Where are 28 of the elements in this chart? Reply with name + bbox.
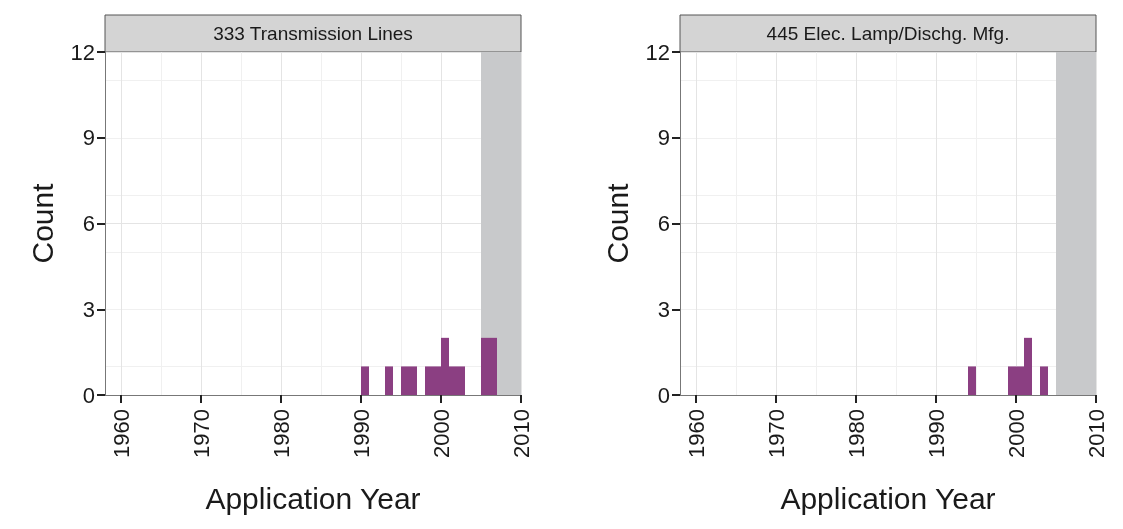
x-tick-label: 1980: [268, 409, 294, 458]
y-tick-label: 9: [657, 125, 670, 151]
x-tick-label: 1980: [843, 409, 869, 458]
x-tick-label: 1970: [763, 409, 789, 458]
chart-title: 445 Elec. Lamp/Dischg. Mfg.: [766, 23, 1010, 44]
x-axis-title: Application Year: [780, 481, 996, 515]
x-tick-label: 1990: [923, 409, 949, 458]
y-tick-label: 12: [70, 39, 95, 65]
x-tick-label: 1990: [348, 409, 374, 458]
y-tick-label: 6: [657, 211, 670, 236]
x-tick-label: 2010: [508, 409, 534, 458]
y-axis-title: Count: [600, 182, 634, 264]
y-tick-label: 3: [657, 296, 670, 322]
y-tick-label: 12: [645, 39, 670, 65]
y-tick-label: 9: [82, 125, 95, 151]
y-tick-label: 6: [82, 211, 95, 236]
x-tick-label: 2000: [1003, 409, 1029, 458]
y-tick-label: 3: [82, 296, 95, 322]
y-tick-label: 0: [82, 382, 95, 408]
y-axis-title: Count: [25, 182, 59, 264]
x-axis-title: Application Year: [205, 481, 421, 515]
y-tick-label: 0: [657, 382, 670, 408]
x-tick-label: 1970: [188, 409, 214, 458]
x-tick-label: 1960: [683, 409, 709, 458]
x-tick-label: 1960: [108, 409, 134, 458]
chart-title: 333 Transmission Lines: [213, 23, 413, 44]
x-tick-label: 2000: [428, 409, 454, 458]
x-tick-label: 2010: [1083, 409, 1109, 458]
